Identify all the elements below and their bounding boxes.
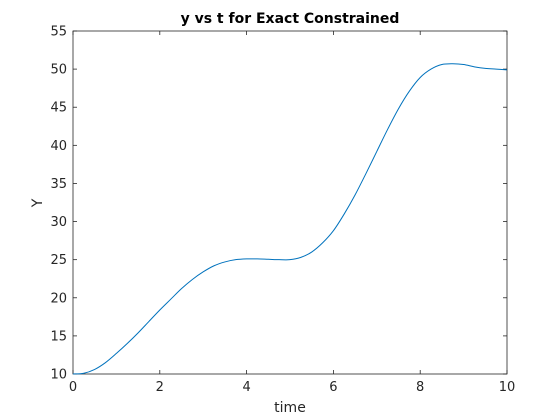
y-tick-label: 25 — [50, 253, 67, 268]
y-tick-label: 20 — [50, 291, 67, 306]
x-tick-label: 10 — [499, 380, 516, 395]
y-tick-label: 45 — [50, 101, 67, 116]
x-axis-label: time — [274, 400, 306, 416]
y-tick-label: 10 — [50, 368, 67, 383]
y-tick-label: 35 — [50, 177, 67, 192]
series-layer — [72, 63, 508, 375]
x-tick-label: 6 — [329, 380, 337, 395]
y-axis: 10 15 20 25 30 35 40 45 50 55 — [50, 25, 507, 383]
y-tick-label: 50 — [50, 63, 67, 78]
series-line — [72, 63, 508, 375]
y-axis-label: Y — [30, 198, 46, 208]
y-tick-label: 40 — [50, 139, 67, 154]
plot-area-frame — [72, 30, 508, 375]
y-tick-label: 15 — [50, 329, 67, 344]
y-tick-label: 30 — [50, 215, 67, 230]
x-tick-label: 2 — [156, 380, 164, 395]
x-tick-label: 4 — [242, 380, 250, 395]
chart-title: y vs t for Exact Constrained — [181, 11, 400, 27]
x-tick-label: 0 — [69, 380, 77, 395]
x-axis: 0 2 4 6 8 10 — [69, 31, 515, 395]
y-tick-label: 55 — [50, 25, 67, 40]
x-tick-label: 8 — [416, 380, 424, 395]
